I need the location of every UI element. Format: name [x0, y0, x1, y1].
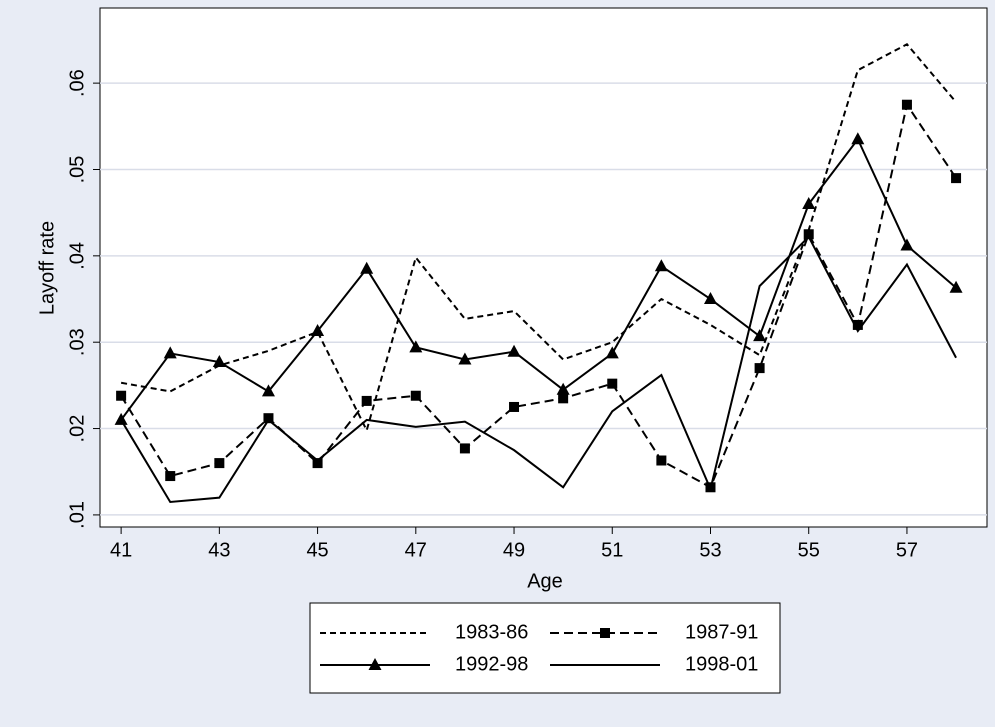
- marker: [360, 261, 374, 274]
- marker: [802, 197, 816, 210]
- x-tick-label: 57: [896, 539, 918, 561]
- marker: [656, 455, 667, 466]
- marker: [949, 280, 963, 293]
- y-axis-title: Layoff rate: [36, 221, 58, 315]
- marker: [509, 401, 520, 412]
- legend: [309, 602, 781, 694]
- legend-label: 1998-01: [685, 653, 758, 675]
- series-line: [120, 43, 957, 434]
- marker: [311, 323, 325, 336]
- x-axis-title: Age: [527, 570, 563, 592]
- x-tick-label: 49: [503, 539, 525, 561]
- marker: [607, 378, 618, 389]
- marker: [409, 340, 423, 353]
- y-tick-label: .01: [66, 501, 88, 529]
- x-tick-label: 43: [208, 539, 230, 561]
- x-tick-label: 41: [110, 539, 132, 561]
- marker: [507, 344, 521, 357]
- legend-label: 1987-91: [685, 621, 758, 643]
- marker: [458, 352, 472, 365]
- marker: [263, 413, 274, 424]
- series-line: [120, 235, 957, 504]
- marker: [703, 292, 717, 305]
- marker: [163, 346, 177, 359]
- legend-marker: [600, 628, 610, 638]
- marker: [114, 412, 128, 425]
- marker: [754, 363, 765, 374]
- y-tick-label: .02: [66, 415, 88, 443]
- marker: [851, 132, 865, 145]
- marker: [410, 390, 421, 401]
- marker: [214, 458, 225, 469]
- marker: [116, 390, 127, 401]
- marker: [803, 229, 814, 240]
- plot-area: [99, 7, 988, 528]
- x-tick-label: 47: [405, 539, 427, 561]
- legend-label: 1983-86: [455, 621, 528, 643]
- y-tick-label: .03: [66, 328, 88, 356]
- x-tick-label: 55: [798, 539, 820, 561]
- y-tick-label: .05: [66, 156, 88, 184]
- y-tick-label: .06: [66, 69, 88, 97]
- marker: [361, 395, 372, 406]
- marker: [556, 382, 570, 395]
- series-line: [120, 102, 957, 489]
- marker: [654, 259, 668, 272]
- marker: [900, 238, 914, 251]
- marker: [753, 329, 767, 342]
- marker: [312, 458, 323, 469]
- marker: [852, 319, 863, 330]
- marker: [951, 173, 962, 184]
- x-tick-label: 45: [306, 539, 328, 561]
- marker: [261, 384, 275, 397]
- y-tick-label: .04: [66, 242, 88, 270]
- marker: [605, 346, 619, 359]
- x-tick-label: 53: [699, 539, 721, 561]
- series-line: [120, 137, 957, 421]
- marker: [901, 99, 912, 110]
- marker: [212, 355, 226, 368]
- legend-marker: [368, 658, 382, 670]
- legend-label: 1992-98: [455, 653, 528, 675]
- marker: [459, 443, 470, 454]
- marker: [558, 393, 569, 404]
- marker: [165, 471, 176, 482]
- x-tick-label: 51: [601, 539, 623, 561]
